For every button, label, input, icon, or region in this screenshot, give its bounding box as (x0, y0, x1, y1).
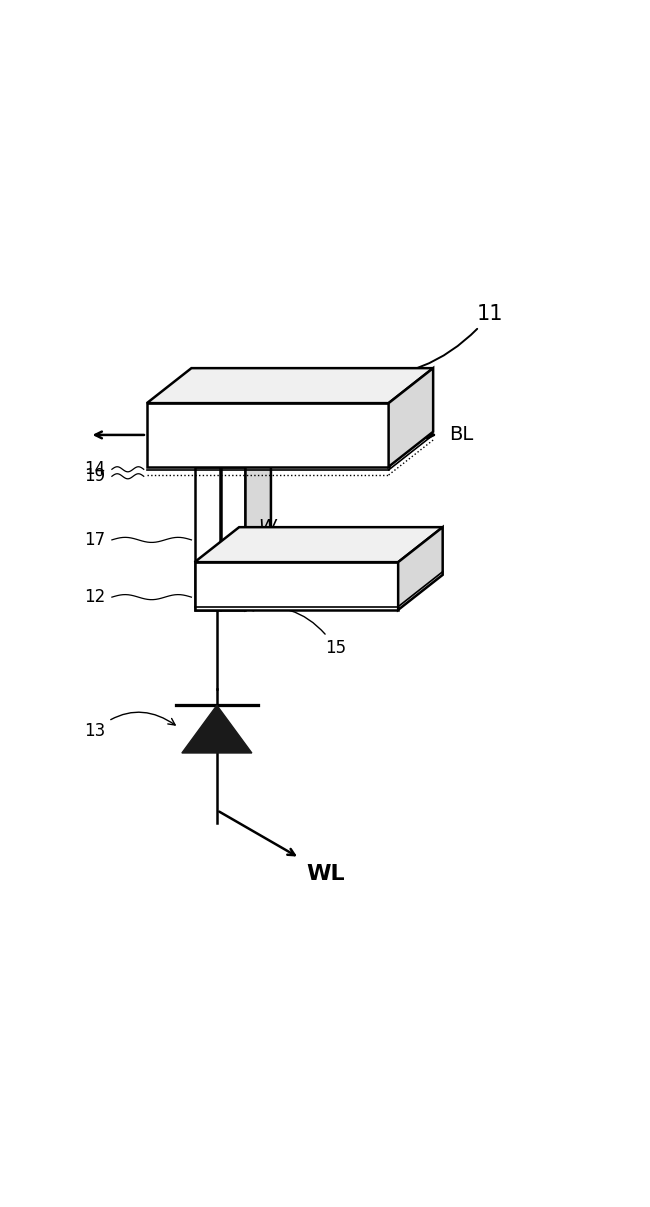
Polygon shape (398, 527, 443, 610)
Polygon shape (389, 368, 433, 467)
Polygon shape (147, 368, 433, 403)
Text: 13: 13 (84, 712, 175, 740)
Text: 12: 12 (84, 588, 105, 606)
Polygon shape (221, 449, 271, 467)
Text: $W_{mv}$: $W_{mv}$ (234, 517, 298, 541)
Polygon shape (147, 403, 389, 467)
Polygon shape (246, 449, 271, 610)
Text: 11: 11 (356, 304, 504, 383)
Polygon shape (194, 562, 398, 610)
Text: 14: 14 (84, 460, 105, 478)
Text: BL: BL (449, 425, 473, 444)
Polygon shape (182, 705, 252, 753)
Polygon shape (194, 467, 220, 610)
Text: 19: 19 (84, 467, 105, 485)
Text: 17: 17 (84, 531, 105, 549)
Text: 15: 15 (246, 605, 346, 657)
Polygon shape (194, 449, 246, 467)
Polygon shape (194, 527, 443, 562)
Polygon shape (221, 467, 246, 610)
Text: WL: WL (306, 864, 344, 885)
